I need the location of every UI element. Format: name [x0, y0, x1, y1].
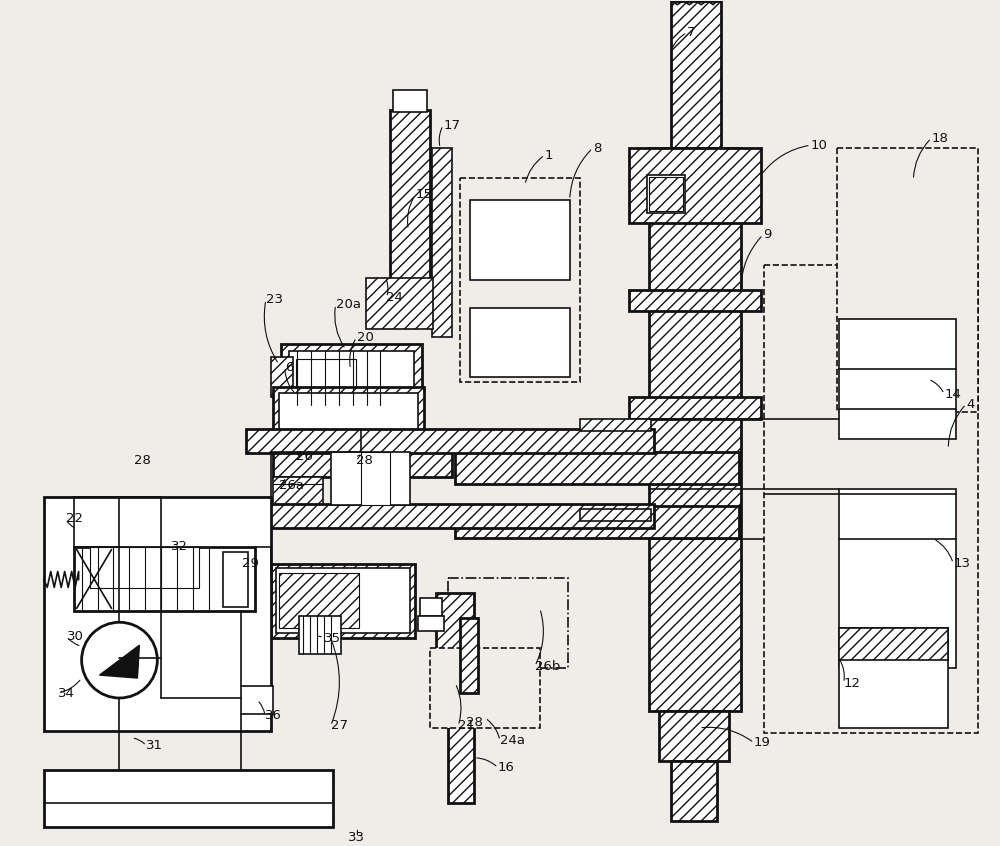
Bar [629, 289, 761, 311]
Text: 28: 28 [134, 454, 151, 467]
Polygon shape [100, 645, 139, 678]
Bar [455, 506, 739, 537]
Bar [455, 452, 739, 484]
Bar [580, 419, 651, 431]
Bar [839, 489, 956, 668]
Bar [420, 598, 442, 616]
Text: 30: 30 [67, 629, 84, 643]
Text: 13: 13 [953, 557, 970, 570]
Bar [649, 177, 683, 211]
Bar [273, 447, 452, 477]
Bar [276, 569, 410, 634]
Bar [223, 552, 248, 607]
Text: 8: 8 [593, 141, 601, 155]
Bar [390, 110, 430, 284]
Text: 32: 32 [171, 540, 188, 553]
Text: 4: 4 [966, 398, 975, 410]
Bar [448, 579, 568, 668]
Text: 18: 18 [931, 132, 948, 145]
Text: 24a: 24a [500, 734, 525, 747]
Bar [279, 574, 359, 629]
Bar [460, 178, 580, 382]
Text: 15: 15 [415, 189, 432, 201]
Bar [671, 761, 717, 821]
Text: 24: 24 [386, 291, 403, 304]
Text: 21: 21 [458, 719, 475, 733]
Bar [430, 648, 540, 728]
Bar [74, 547, 255, 612]
Bar [629, 148, 761, 222]
Bar [839, 629, 948, 660]
Bar [246, 503, 654, 528]
Bar [296, 360, 356, 389]
Bar [839, 320, 956, 439]
Bar [436, 593, 474, 683]
Bar [432, 148, 452, 338]
Bar [273, 477, 323, 507]
Text: 28: 28 [466, 717, 483, 729]
Text: 20: 20 [357, 331, 373, 343]
Text: 7: 7 [687, 26, 696, 39]
Text: 36: 36 [265, 710, 282, 722]
Text: 26b: 26b [535, 660, 560, 673]
Text: 26a: 26a [279, 480, 304, 492]
Bar [44, 770, 333, 827]
Text: 27: 27 [331, 719, 348, 733]
Text: 34: 34 [58, 686, 75, 700]
Bar [281, 344, 422, 412]
Bar [279, 393, 418, 446]
Text: 14: 14 [944, 387, 961, 401]
Bar [273, 387, 424, 452]
Bar [361, 452, 390, 505]
Bar [470, 307, 570, 377]
Bar [837, 148, 978, 412]
Bar [90, 547, 199, 589]
Bar [629, 397, 761, 419]
Bar [299, 616, 341, 654]
Bar [649, 148, 741, 711]
Bar [418, 616, 444, 631]
Text: 17: 17 [443, 118, 460, 132]
Bar [44, 497, 271, 731]
Bar [289, 351, 414, 405]
Bar [271, 563, 415, 638]
Bar [671, 1, 721, 148]
Text: 16: 16 [498, 761, 515, 774]
Bar [241, 686, 273, 714]
Bar [331, 452, 410, 505]
Text: 26: 26 [296, 450, 313, 464]
Text: 19: 19 [754, 736, 771, 750]
Text: 23: 23 [266, 293, 283, 306]
Text: 31: 31 [146, 739, 163, 752]
Bar [764, 265, 978, 733]
Bar [659, 711, 729, 761]
Bar [246, 429, 654, 453]
Text: 9: 9 [763, 228, 771, 241]
Bar [839, 629, 948, 728]
Bar [470, 200, 570, 280]
Text: 20a: 20a [336, 298, 361, 311]
Bar [271, 357, 293, 397]
Bar [647, 175, 685, 213]
Text: 1: 1 [545, 149, 553, 162]
Text: 10: 10 [811, 139, 828, 151]
Bar [448, 693, 474, 803]
Text: 33: 33 [348, 831, 365, 844]
Bar [460, 618, 478, 693]
Text: 35: 35 [324, 632, 341, 645]
Text: 12: 12 [844, 677, 861, 689]
Text: 29: 29 [242, 557, 259, 570]
Text: 28: 28 [356, 454, 372, 467]
Text: 6: 6 [285, 360, 293, 374]
Bar [393, 91, 427, 113]
Text: 22: 22 [66, 512, 83, 525]
Bar [580, 508, 651, 520]
Bar [366, 277, 433, 329]
